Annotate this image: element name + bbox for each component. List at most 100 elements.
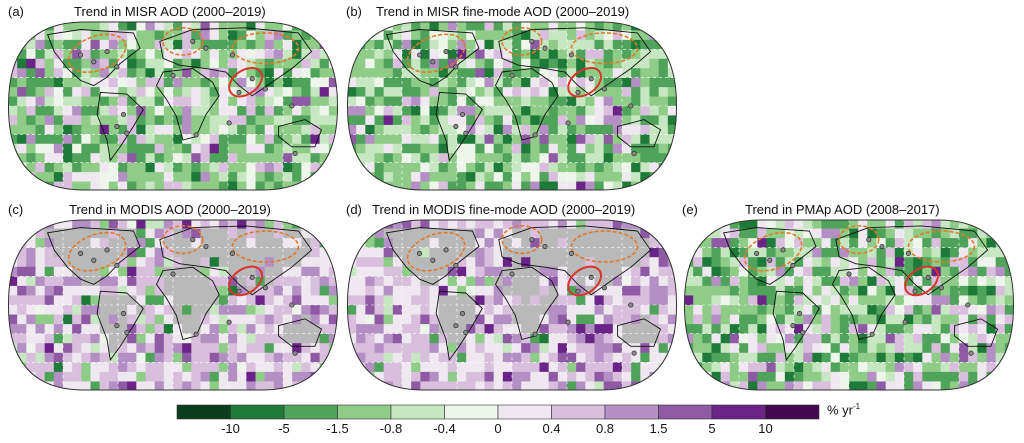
grid-cell (163, 68, 174, 79)
grid-cell (484, 96, 495, 107)
grid-cell (392, 276, 403, 287)
grid-cell (420, 381, 430, 390)
grid-cell (136, 96, 146, 107)
grid-cell (374, 285, 385, 296)
grid-cell (136, 266, 146, 277)
grid-cell (209, 285, 220, 296)
grid-cell (493, 172, 504, 182)
grid-cell (218, 228, 229, 239)
grid-cell (622, 106, 632, 116)
grid-cell (301, 352, 311, 363)
grid-cell (246, 266, 256, 277)
grid-cell (118, 115, 128, 126)
grid-cell (35, 30, 46, 41)
grid-cell (603, 134, 614, 145)
grid-cell (145, 220, 156, 229)
grid-cell (209, 172, 220, 182)
station-marker (170, 72, 176, 78)
grid-cell (118, 266, 128, 277)
grid-cell (90, 247, 101, 258)
grid-cell (292, 96, 302, 107)
grid-cell (191, 276, 201, 287)
grid-cell (429, 115, 440, 126)
grid-cell (447, 352, 458, 363)
grid-cell (711, 228, 722, 239)
grid-cell (328, 314, 338, 325)
grid-cell (576, 87, 586, 97)
station-marker (91, 59, 97, 65)
grid-cell (292, 285, 302, 296)
grid-cell (493, 96, 504, 107)
grid-cell (567, 68, 577, 79)
grid-cell (191, 295, 201, 306)
grid-cell (392, 106, 403, 116)
grid-cell (493, 247, 504, 258)
grid-cell (457, 343, 467, 354)
grid-cell (127, 96, 137, 107)
grid-cell (658, 68, 669, 79)
grid-cell (383, 295, 394, 306)
grid-cell (429, 238, 440, 249)
grid-cell (17, 172, 27, 182)
grid-cell (839, 266, 850, 277)
grid-cell (209, 324, 220, 335)
grid-cell (622, 276, 632, 287)
grid-cell (849, 238, 859, 249)
grid-cell (301, 362, 311, 373)
grid-cell (264, 115, 275, 126)
grid-cell (310, 276, 321, 287)
grid-cell (17, 58, 27, 69)
grid-cell (986, 305, 997, 315)
grid-cell (493, 220, 504, 229)
grid-cell (603, 39, 614, 50)
grid-cell (720, 285, 731, 296)
grid-cell (374, 49, 385, 60)
grid-cell (885, 381, 896, 390)
grid-cell (812, 324, 822, 335)
grid-cell (922, 371, 932, 382)
grid-cell (429, 295, 440, 306)
grid-cell (200, 124, 211, 135)
grid-cell (839, 305, 850, 315)
grid-cell (99, 162, 110, 173)
grid-cell (402, 124, 412, 135)
grid-cell (995, 324, 1006, 335)
grid-cell (502, 371, 513, 382)
grid-cell (794, 276, 804, 287)
grid-cell (237, 228, 247, 239)
grid-cell (720, 333, 731, 344)
grid-cell (301, 58, 311, 69)
grid-cell (631, 106, 641, 116)
grid-cell (622, 324, 632, 335)
grid-cell (283, 49, 293, 60)
grid-cell (429, 371, 440, 382)
grid-cell (484, 314, 495, 325)
grid-cell (684, 276, 694, 287)
grid-cell (667, 371, 677, 382)
grid-cell (26, 162, 36, 173)
station-marker (289, 302, 295, 308)
grid-cell (576, 143, 586, 154)
grid-cell (521, 305, 531, 315)
grid-cell (283, 362, 293, 373)
grid-cell (447, 77, 458, 88)
grid-cell (748, 314, 758, 325)
grid-cell (557, 153, 568, 164)
grid-cell (218, 247, 229, 258)
grid-cell (72, 362, 82, 373)
grid-cell (438, 153, 449, 164)
grid-cell (319, 381, 330, 390)
grid-cell (968, 352, 978, 363)
grid-cell (411, 220, 421, 229)
grid-cell (154, 39, 165, 50)
grid-cell (283, 68, 293, 79)
grid-cell (163, 153, 174, 164)
grid-cell (72, 381, 82, 390)
grid-cell (466, 314, 476, 325)
station-marker (542, 45, 548, 51)
grid-cell (44, 124, 55, 135)
grid-cell (940, 257, 951, 268)
grid-cell (849, 343, 859, 354)
grid-cell (292, 314, 302, 325)
grid-cell (429, 77, 440, 88)
